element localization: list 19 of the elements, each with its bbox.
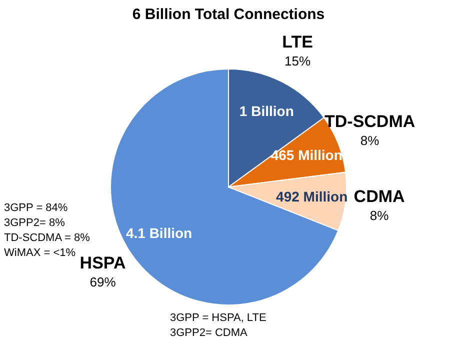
data-label: 8% <box>360 133 380 148</box>
text: 3GPP = 84% <box>4 202 68 214</box>
slice-label: HSPA <box>80 253 126 272</box>
text: 3GPP2= 8% <box>4 217 66 229</box>
data-label: 15% <box>284 54 311 69</box>
text: 3GPP2= CDMA <box>170 327 248 339</box>
text: 1 Billion <box>239 103 294 120</box>
text: TD-SCDMA = 8% <box>4 232 90 244</box>
slice-label: CDMA <box>354 187 405 206</box>
text: 492 Million <box>276 188 348 205</box>
text: 4.1 Billion <box>126 225 192 242</box>
text: WiMAX = <1% <box>4 247 76 259</box>
data-label: 69% <box>90 274 116 290</box>
chart-title: 6 Billion Total Connections <box>132 6 325 23</box>
text: 465 Million <box>270 147 342 164</box>
slice-label: LTE <box>282 32 313 52</box>
text: 3GPP = HSPA, LTE <box>170 312 266 324</box>
data-label: 8% <box>370 208 390 224</box>
slice-label: TD-SCDMA <box>324 112 416 132</box>
